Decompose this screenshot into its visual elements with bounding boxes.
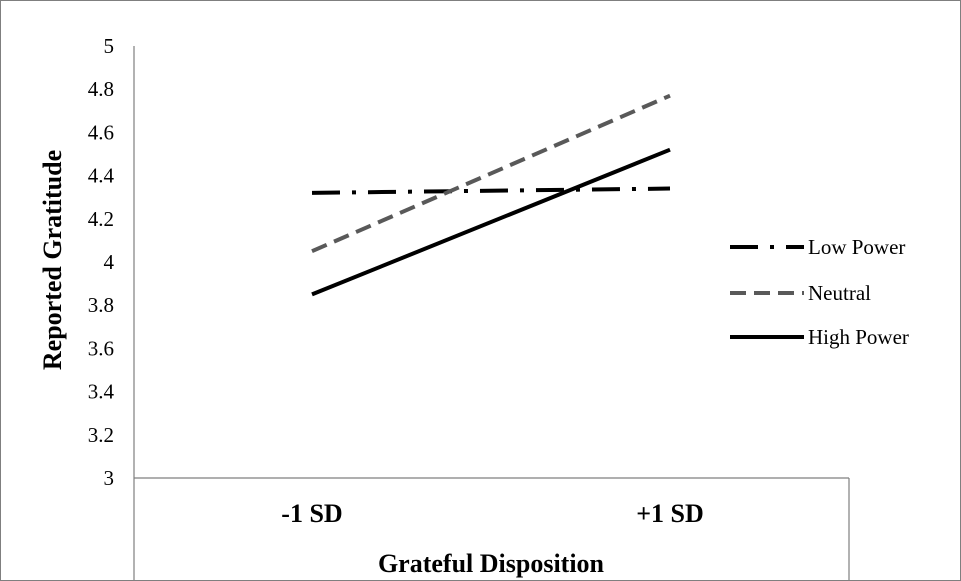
- y-axis-title: Reported Gratitude: [38, 150, 67, 370]
- y-tick-label: 5: [104, 34, 115, 58]
- y-tick-label: 3.2: [88, 423, 114, 447]
- y-tick-label: 3.4: [88, 380, 115, 404]
- y-tick-label: 4.4: [88, 164, 115, 188]
- legend-label: Neutral: [808, 281, 871, 305]
- series-line-low-power: [311, 186, 671, 195]
- y-tick-label: 3.6: [88, 336, 114, 360]
- legend-label: High Power: [808, 325, 909, 349]
- y-tick-label: 4.6: [88, 120, 114, 144]
- y-tick-label: 4: [104, 250, 115, 274]
- x-category-labels: -1 SD +1 SD: [281, 499, 703, 528]
- x-category-label: -1 SD: [281, 499, 342, 528]
- series-line-high-power: [311, 147, 671, 297]
- y-tick-label: 4.2: [88, 207, 114, 231]
- y-tick-label: 3.8: [88, 293, 114, 317]
- y-tick-labels: 3 3.2 3.4 3.6 3.8 4 4.2 4.4 4.6 4.8 5: [88, 34, 115, 490]
- series-line-neutral: [311, 93, 671, 254]
- x-category-label: +1 SD: [636, 499, 704, 528]
- y-tick-label: 4.8: [88, 77, 114, 101]
- y-tick-label: 3: [104, 466, 115, 490]
- series-lines: [311, 93, 671, 297]
- legend: Low Power Neutral High Power: [730, 235, 909, 349]
- legend-label: Low Power: [808, 235, 905, 259]
- x-axis-title: Grateful Disposition: [378, 549, 605, 578]
